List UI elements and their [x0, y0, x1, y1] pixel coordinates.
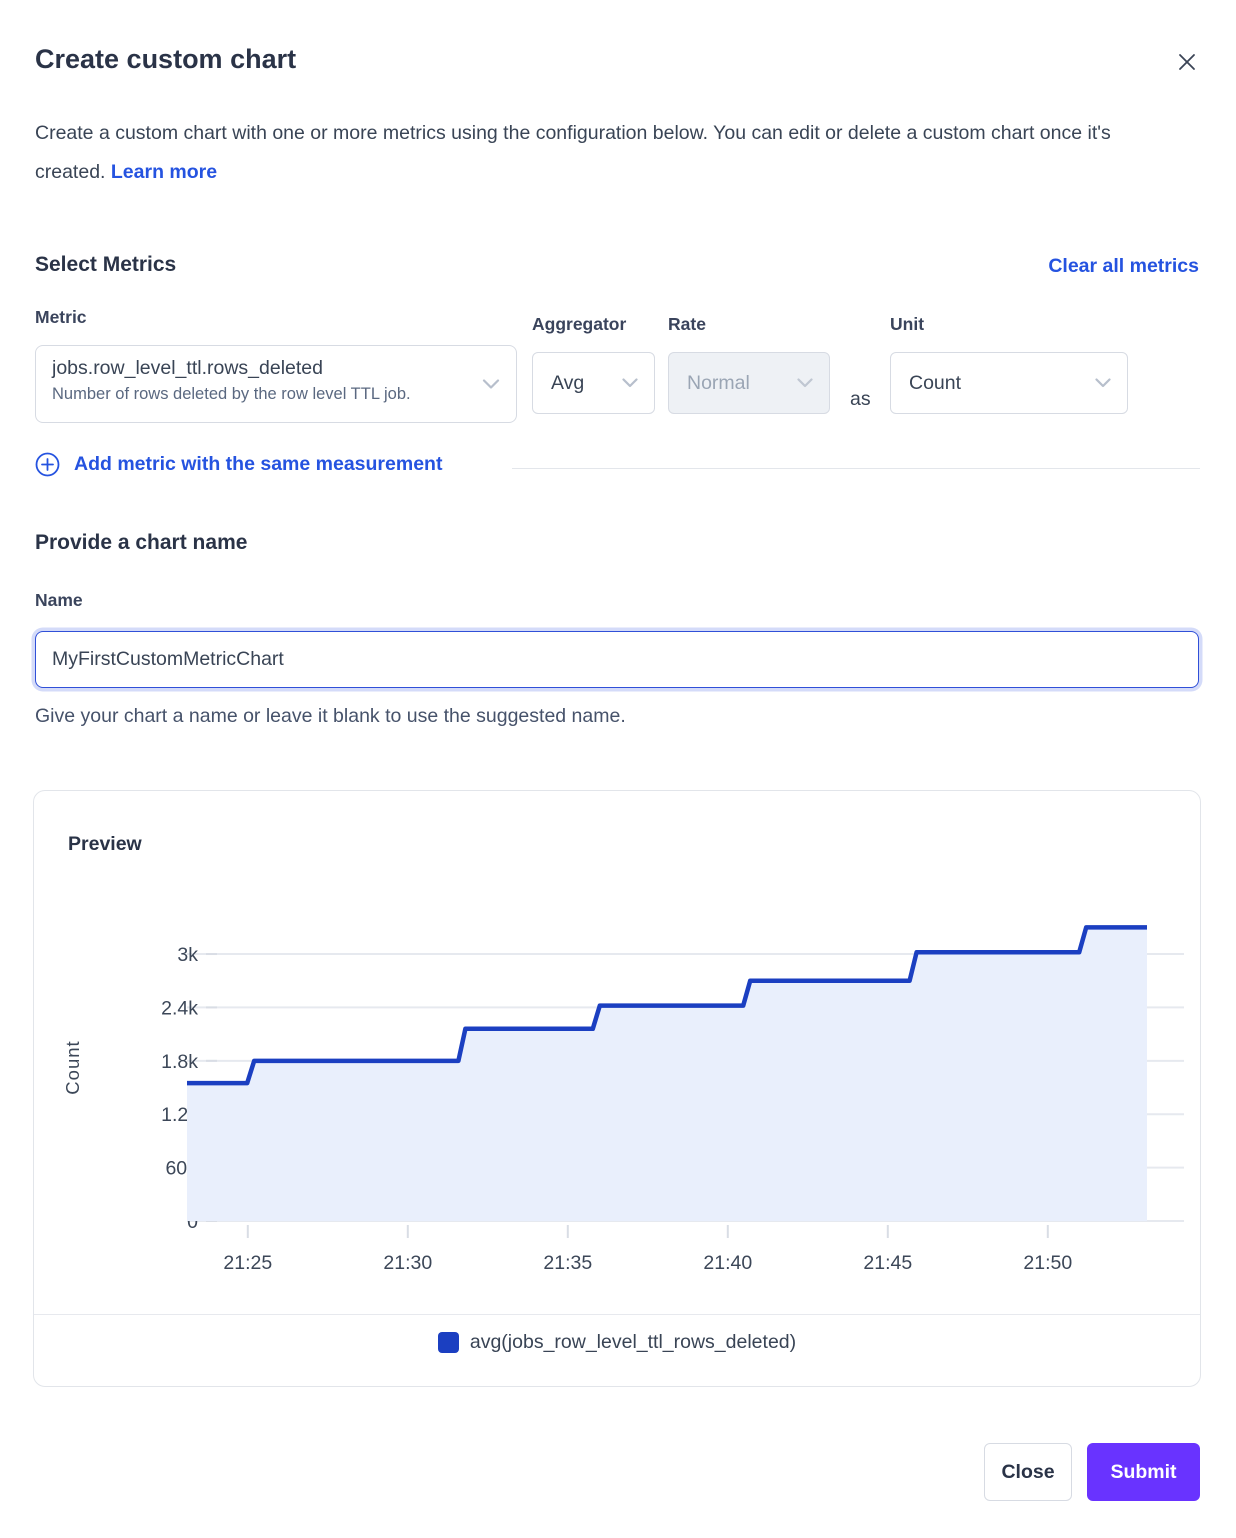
metric-select-description: Number of rows deleted by the row level …	[52, 385, 411, 403]
close-icon	[1179, 53, 1195, 70]
submit-button[interactable]: Submit	[1087, 1443, 1200, 1501]
metric-select[interactable]: jobs.row_level_ttl.rows_deleted Number o…	[35, 345, 517, 423]
clear-all-metrics-link[interactable]: Clear all metrics	[1048, 255, 1199, 277]
unit-label: Unit	[890, 314, 925, 334]
svg-text:21:40: 21:40	[703, 1252, 752, 1274]
svg-text:21:50: 21:50	[1023, 1252, 1072, 1274]
preview-heading: Preview	[68, 833, 142, 855]
divider	[512, 468, 1200, 469]
name-label: Name	[35, 590, 83, 610]
chevron-down-icon	[622, 378, 638, 388]
rate-select-value: Normal	[687, 371, 750, 394]
plus-circle-icon	[35, 452, 60, 477]
rate-label: Rate	[668, 314, 706, 334]
chart-name-heading: Provide a chart name	[35, 531, 248, 554]
svg-text:2.4k: 2.4k	[161, 997, 198, 1019]
learn-more-link[interactable]: Learn more	[110, 161, 218, 183]
as-label: as	[850, 388, 871, 410]
svg-text:3k: 3k	[177, 944, 198, 966]
svg-text:21:35: 21:35	[543, 1252, 592, 1274]
svg-text:21:25: 21:25	[223, 1252, 272, 1274]
unit-select-value: Count	[909, 371, 962, 394]
chart-legend: avg(jobs_row_level_ttl_rows_deleted)	[34, 1331, 1200, 1354]
footer-actions: Close Submit	[984, 1443, 1200, 1501]
add-metric-label: Add metric with the same measurement	[74, 453, 443, 475]
aggregator-label: Aggregator	[532, 314, 627, 334]
name-input[interactable]	[35, 631, 1199, 688]
legend-swatch	[437, 1332, 459, 1353]
chevron-down-icon	[482, 379, 500, 389]
svg-text:21:45: 21:45	[863, 1252, 912, 1274]
chevron-down-icon	[1095, 378, 1111, 388]
page-title: Create custom chart	[35, 44, 297, 74]
metric-select-value: jobs.row_level_ttl.rows_deleted	[52, 357, 323, 379]
svg-text:Count: Count	[62, 1040, 83, 1094]
rate-select: Normal	[668, 352, 830, 414]
svg-text:21:30: 21:30	[383, 1252, 432, 1274]
name-helper-text: Give your chart a name or leave it blank…	[35, 705, 626, 727]
svg-text:0: 0	[187, 1211, 198, 1233]
aggregator-select-value: Avg	[551, 371, 585, 394]
modal-close-button[interactable]	[1174, 50, 1200, 76]
legend-label: avg(jobs_row_level_ttl_rows_deleted)	[469, 1331, 797, 1353]
chevron-down-icon	[797, 378, 813, 388]
chart-legend-divider	[34, 1314, 1200, 1315]
close-button[interactable]: Close	[984, 1443, 1072, 1501]
add-metric-button[interactable]: Add metric with the same measurement	[35, 452, 442, 477]
unit-select[interactable]: Count	[890, 352, 1128, 414]
preview-card: Preview 0 600 1.2k 1.8k 2.4k 3k 21:25 21:30 21:3…	[33, 790, 1201, 1387]
modal-description: Create a custom chart with one or more m…	[35, 114, 1185, 192]
svg-text:1.8k: 1.8k	[161, 1051, 198, 1073]
description-text: Create a custom chart with one or more m…	[35, 122, 1111, 183]
select-metrics-heading: Select Metrics	[35, 253, 177, 276]
aggregator-select[interactable]: Avg	[532, 352, 655, 414]
metric-label: Metric	[35, 307, 87, 327]
